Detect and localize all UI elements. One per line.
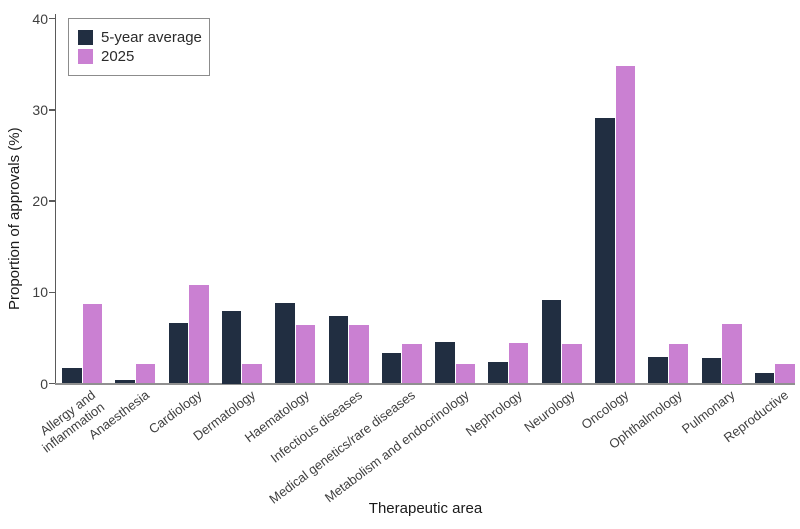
bar-5-year-average-3 bbox=[168, 323, 189, 384]
y-tick-label-10: 10 bbox=[32, 284, 48, 301]
bar-5-year-average-13 bbox=[701, 357, 722, 384]
bar-5-year-average-4 bbox=[221, 310, 242, 384]
bar-5-year-average-11 bbox=[595, 117, 615, 384]
bar-5-year-average-5 bbox=[275, 303, 295, 384]
bar-5-year-average-6 bbox=[328, 315, 348, 384]
bar-5-year-average-14 bbox=[754, 373, 775, 384]
bar-5-year-average-7 bbox=[381, 353, 402, 384]
y-tick-label-0: 0 bbox=[40, 375, 48, 392]
bar-5-year-average-2 bbox=[115, 379, 135, 384]
legend-item-5-year-average: 5-year average bbox=[78, 29, 202, 46]
bar-5-year-average-8 bbox=[435, 341, 455, 384]
y-axis-line bbox=[54, 14, 56, 384]
y-tick-label-20: 20 bbox=[32, 193, 48, 209]
y-tick-mark-40 bbox=[48, 17, 55, 20]
bar-2025-6 bbox=[349, 325, 369, 384]
legend: 5-year average 2025 bbox=[68, 18, 210, 76]
y-tick-label-40: 40 bbox=[32, 10, 48, 27]
x-tick-label-10: Neurology bbox=[521, 387, 579, 435]
x-tick-label-6: Infectious diseases bbox=[267, 387, 365, 466]
bar-5-year-average-1 bbox=[62, 367, 82, 384]
legend-swatch-5-year-average bbox=[78, 30, 93, 45]
bar-2025-14 bbox=[775, 364, 795, 384]
y-axis-title: Proportion of approvals (%) bbox=[6, 127, 23, 310]
bar-2025-4 bbox=[242, 364, 262, 384]
bar-2025-7 bbox=[402, 344, 422, 384]
bar-2025-1 bbox=[82, 304, 102, 384]
legend-item-2025: 2025 bbox=[78, 48, 199, 65]
bar-2025-8 bbox=[455, 364, 476, 384]
bar-5-year-average-9 bbox=[488, 361, 508, 384]
bar-5-year-average-10 bbox=[541, 300, 562, 384]
x-tick-label-9: Nephrology bbox=[462, 387, 525, 440]
x-axis-title: Therapeutic area bbox=[368, 500, 483, 517]
x-axis-line bbox=[54, 383, 795, 385]
y-tick-mark-20 bbox=[48, 200, 55, 202]
bar-2025-10 bbox=[562, 344, 582, 384]
y-tick-mark-10 bbox=[48, 291, 55, 293]
y-tick-label-30: 30 bbox=[32, 101, 48, 118]
legend-swatch-2025 bbox=[78, 49, 93, 64]
bar-2025-5 bbox=[295, 325, 316, 384]
bar-2025-9 bbox=[508, 343, 529, 384]
legend-label-2025: 2025 bbox=[101, 48, 135, 65]
y-tick-mark-30 bbox=[48, 109, 55, 111]
bar-2025-2 bbox=[135, 364, 156, 384]
y-tick-mark-0 bbox=[48, 382, 55, 385]
bar-2025-13 bbox=[722, 324, 742, 384]
bar-2025-3 bbox=[189, 284, 209, 384]
bar-5-year-average-12 bbox=[648, 357, 668, 384]
legend-label-5-year-average: 5-year average bbox=[101, 29, 202, 46]
bar-2025-12 bbox=[668, 344, 689, 384]
bar-2025-11 bbox=[615, 65, 635, 384]
